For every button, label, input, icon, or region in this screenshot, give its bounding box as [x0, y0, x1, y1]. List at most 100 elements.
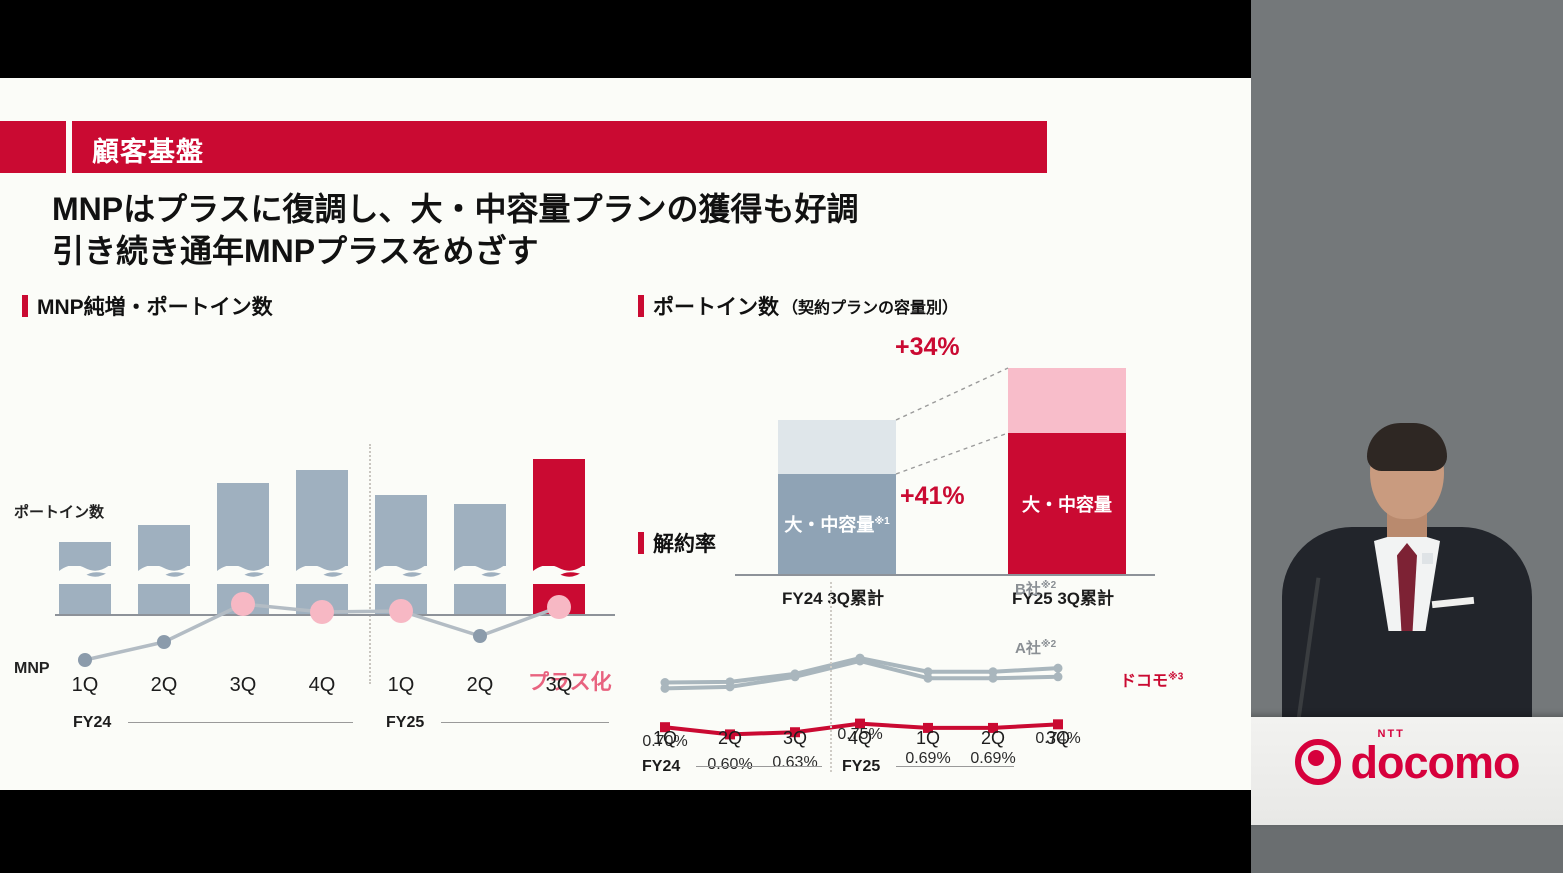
chart-churn-rate: 0.70% 0.60% 0.63% 0.75% 0.69% 0.69% 0.74% B社※2…: [630, 560, 1250, 790]
capacity-segment-large-mid-fy25: [1008, 433, 1126, 574]
churn-value-fy24-3q: 0.63%: [772, 754, 818, 772]
churn-point-b社-1: [725, 677, 735, 687]
x-tick-fy25-1q: 1Q: [387, 674, 415, 696]
churn-x-tick-fy24-2q: 2Q: [717, 728, 742, 748]
red-tick-icon: [638, 532, 644, 554]
header-band: [0, 121, 1047, 173]
red-tick-icon: [638, 295, 644, 317]
bar-portin-fy25-2q: [454, 504, 506, 614]
churn-point-a社-5: [988, 673, 998, 683]
capacity-segment-note: ※1: [874, 516, 890, 527]
section-heading-portin-label: ポートイン数: [653, 296, 779, 319]
churn-point-a社-6: [1053, 672, 1063, 682]
churn-point-b社-4: [923, 667, 933, 677]
docomo-mark-icon: [1294, 739, 1341, 785]
legend-company-a: A社※2: [1015, 637, 1056, 658]
section-heading-portin-sub: （契約プランの容量別）: [782, 300, 959, 317]
capacity-bar-label-fy25: 大・中容量: [1008, 491, 1126, 517]
annotation-plus-ka: プラス化: [528, 671, 612, 694]
fy-divider-churn-chart: [830, 582, 832, 772]
docomo-logo-text: NTT docomo: [1350, 728, 1521, 788]
mnp-point-fy24-1q: [78, 653, 92, 667]
axis-break-wave-icon: [533, 566, 585, 584]
legend-company-b-note: ※2: [1040, 580, 1057, 591]
bar-portin-fy25-3q: [533, 459, 585, 614]
x-tick-fy25-3q: 3Q: [545, 674, 573, 696]
speaker-video-panel: NTT docomo: [1251, 0, 1563, 873]
capacity-segment-other-fy24: [778, 420, 896, 474]
letterbox-bottom: [0, 790, 1251, 873]
legend-company-b-label: B社: [1015, 581, 1041, 598]
capacity-baseline: [735, 574, 1155, 576]
x-tick-fy24-1q: 1Q: [71, 674, 99, 696]
capacity-bar-label-fy24: 大・中容量※1: [778, 511, 896, 537]
section-heading-mnp-label: MNP純増・ポートイン数: [37, 296, 273, 319]
mnp-point-fy24-2q: [157, 635, 171, 649]
speaker-tie: [1397, 543, 1417, 631]
churn-x-tick-fy24-4q: 4Q: [847, 728, 872, 748]
presentation-slide: 顧客基盤 MNPはプラスに復調し、大・中容量プランの獲得も好調 引き続き通年MN…: [0, 78, 1251, 790]
bar-portin-fy24-2q: [138, 525, 190, 614]
letterbox-top: [0, 0, 1251, 78]
churn-fy-rule-fy24: [696, 766, 822, 767]
bar-portin-fy24-3q: [217, 483, 269, 614]
capacity-segment-label: 大・中容量: [784, 515, 875, 535]
docomo-wordmark: docomo: [1350, 736, 1521, 788]
churn-point-b社-5: [988, 667, 998, 677]
section-heading-mnp: MNP純増・ポートイン数: [22, 291, 273, 321]
podium: NTT docomo: [1251, 717, 1563, 825]
docomo-logo: NTT docomo: [1251, 728, 1563, 788]
zero-baseline: [55, 614, 615, 616]
legend-company-a-label: A社: [1015, 640, 1041, 657]
bar-portin-fy24-4q: [296, 470, 348, 614]
growth-capacity-label: +41%: [900, 482, 965, 510]
churn-value-fy24-1q: 0.70%: [642, 733, 688, 751]
churn-fy-rule-fy25: [896, 766, 1014, 767]
x-tick-fy24-4q: 4Q: [308, 674, 336, 696]
churn-value-fy24-4q: 0.75%: [837, 725, 883, 743]
section-heading-churn: 解約率: [638, 528, 716, 558]
capacity-segment-other-fy25: [1008, 368, 1126, 433]
axis-break-wave-icon: [138, 566, 190, 584]
churn-x-tick-fy25-3q: 3Q: [1045, 728, 1070, 748]
legend-company-a-note: ※2: [1040, 639, 1057, 650]
fy-label-fy25: FY25: [386, 714, 425, 731]
section-heading-churn-label: 解約率: [653, 533, 716, 556]
churn-x-tick-fy24-1q: 1Q: [652, 728, 677, 748]
churn-point-a社-1: [725, 682, 735, 692]
churn-point-b社-2: [790, 669, 800, 679]
fy-label-fy24: FY24: [73, 714, 112, 731]
red-tick-icon: [22, 295, 28, 317]
chart-portin-by-capacity: 大・中容量※1 大・中容量 +34% +41% FY24 3Q累計 FY25 3Q…: [630, 326, 1250, 608]
churn-point-b社-6: [1053, 663, 1063, 673]
ntt-wordmark: NTT: [1377, 727, 1405, 740]
speaker-lapel-pin: [1422, 553, 1433, 564]
fy-divider-left-chart: [369, 444, 371, 684]
chart-mnp-portin: ポートイン数 MNP プラス化 1Q 2Q 3Q 4Q 1Q 2Q 3Q FY24 FY25: [0, 326, 630, 766]
section-heading-portin: ポートイン数 （契約プランの容量別）: [638, 291, 958, 321]
headline-text: MNPはプラスに復調し、大・中容量プランの獲得も好調 引き続き通年MNPプラスを…: [52, 191, 859, 270]
churn-point-b社-0: [660, 678, 670, 688]
bar-portin-fy25-1q: [375, 495, 427, 614]
capacity-bar-fy24: 大・中容量※1: [778, 420, 896, 574]
capacity-segment-label: 大・中容量: [1022, 494, 1112, 515]
x-tick-fy25-2q: 2Q: [466, 674, 494, 696]
x-tick-fy24-2q: 2Q: [150, 674, 178, 696]
capacity-x-label-fy24: FY24 3Q累計: [781, 589, 885, 608]
churn-fy-label-fy24: FY24: [642, 758, 681, 775]
growth-total-label: +34%: [895, 333, 960, 361]
speaker-hair: [1367, 423, 1447, 471]
legend-docomo-note: ※3: [1168, 671, 1184, 683]
churn-point-a社-0: [660, 683, 670, 693]
churn-point-a社-2: [790, 672, 800, 682]
churn-x-tick-fy25-2q: 2Q: [980, 728, 1005, 748]
x-tick-fy24-3q: 3Q: [229, 674, 257, 696]
capacity-segment-large-mid-fy24: [778, 474, 896, 574]
churn-value-fy25-3q: 0.74%: [1035, 730, 1081, 748]
churn-point-a社-4: [923, 673, 933, 683]
page-title: 顧客基盤: [92, 137, 204, 167]
churn-value-fy25-2q: 0.69%: [970, 749, 1016, 767]
header-divider: [66, 121, 72, 173]
bar-portin-fy24-1q: [59, 542, 111, 614]
